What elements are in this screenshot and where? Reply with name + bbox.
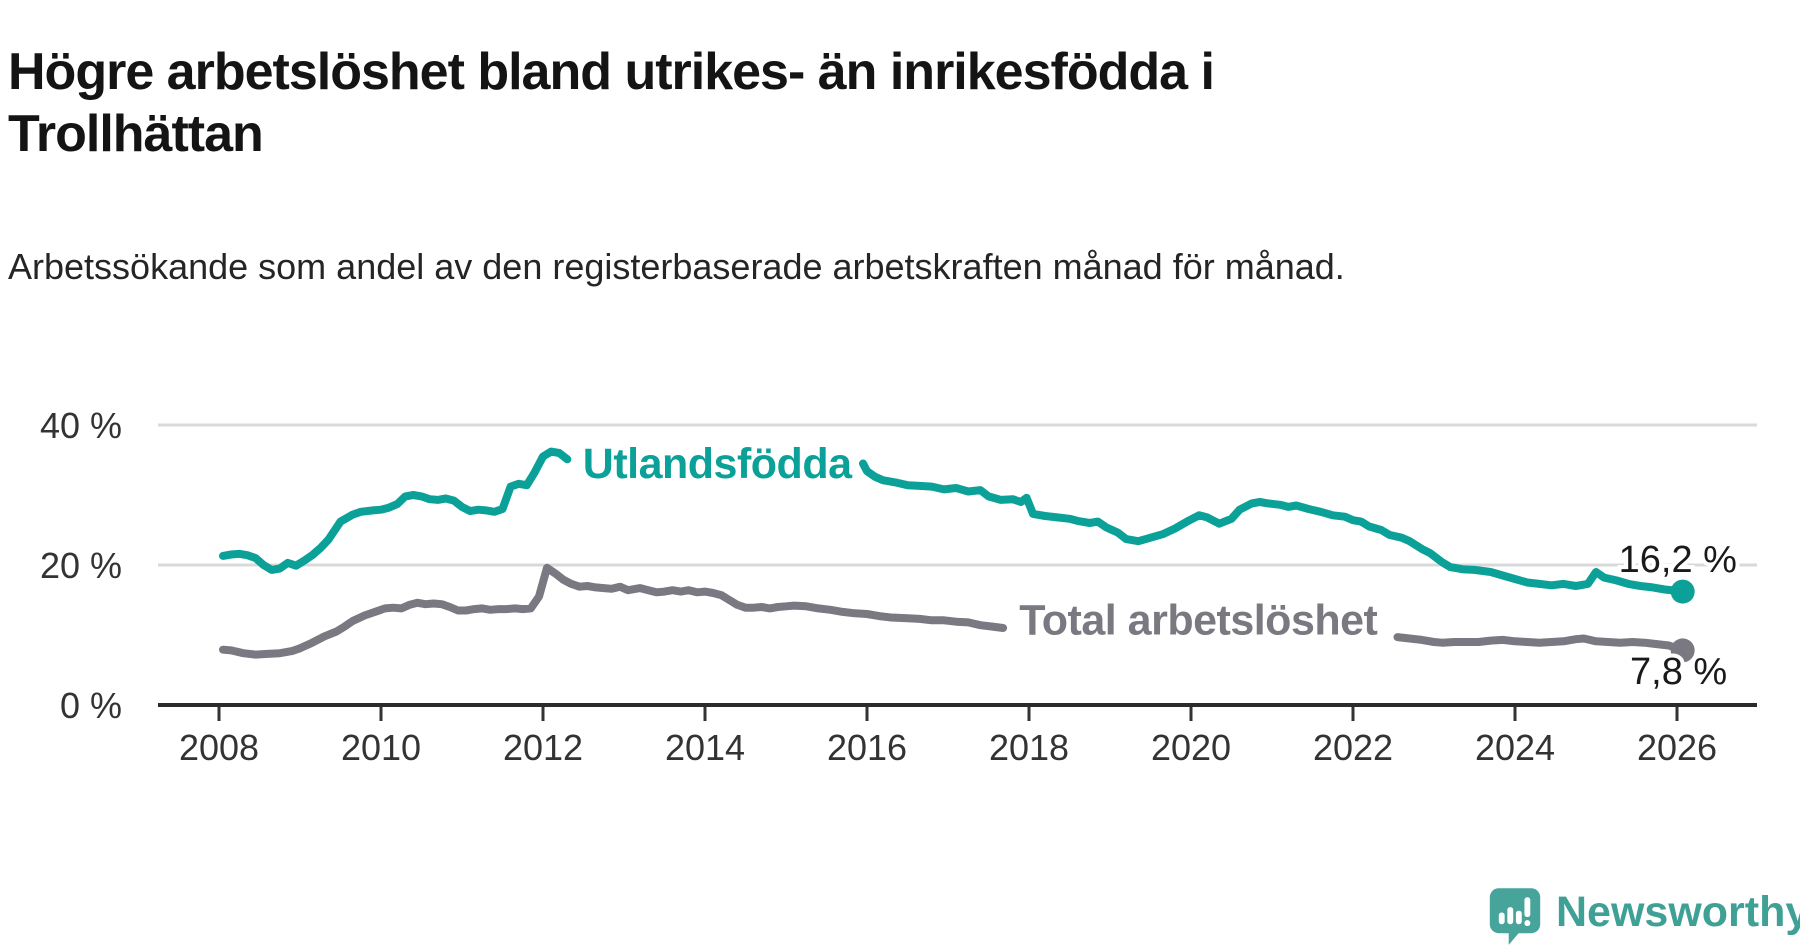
newsworthy-speech-bubble-chart-icon (1489, 888, 1541, 945)
newsworthy-logo: Newsworthy (1488, 886, 1800, 948)
x-axis-tick-label: 2024 (1475, 727, 1555, 768)
x-axis-tick-label: 2022 (1313, 727, 1393, 768)
y-axis-tick-label: 40 % (40, 405, 122, 446)
series-end-dot-utlandsfodda (1670, 579, 1695, 604)
series-end-dot-total-arbetsloshet (1670, 638, 1695, 663)
series-line-total-arbetsloshet (1393, 633, 1687, 655)
series-line-utlandsfodda (219, 447, 572, 574)
x-axis-tick-label: 2012 (503, 727, 583, 768)
series-line-total-arbetsloshet (219, 563, 1008, 659)
x-axis-tick-label: 2014 (665, 727, 745, 768)
page-title: Högre arbetslöshet bland utrikes- än inr… (8, 42, 1215, 164)
x-axis-tick-label: 2026 (1637, 727, 1717, 768)
newsworthy-wordmark: Newsworthy (1556, 887, 1800, 936)
series-inline-label-total-arbetsloshet: Total arbetslöshet (1019, 596, 1377, 644)
series-line-utlandsfodda (859, 459, 1687, 596)
chart-subtitle: Arbetssökande som andel av den registerb… (8, 246, 1345, 287)
x-axis-tick-label: 2018 (989, 727, 1069, 768)
series-inline-label-utlandsfodda: Utlandsfödda (583, 440, 853, 488)
y-axis-tick-label: 0 % (60, 685, 122, 726)
series-end-value-label-utlandsfodda: 16,2 % (1619, 539, 1737, 581)
x-axis-tick-label: 2016 (827, 727, 907, 768)
y-axis-tick-label: 20 % (40, 545, 122, 586)
x-axis-tick-label: 2008 (179, 727, 259, 768)
x-axis-tick-label: 2010 (341, 727, 421, 768)
x-axis-tick-label: 2020 (1151, 727, 1231, 768)
series-end-value-label-total-arbetsloshet: 7,8 % (1630, 651, 1727, 693)
